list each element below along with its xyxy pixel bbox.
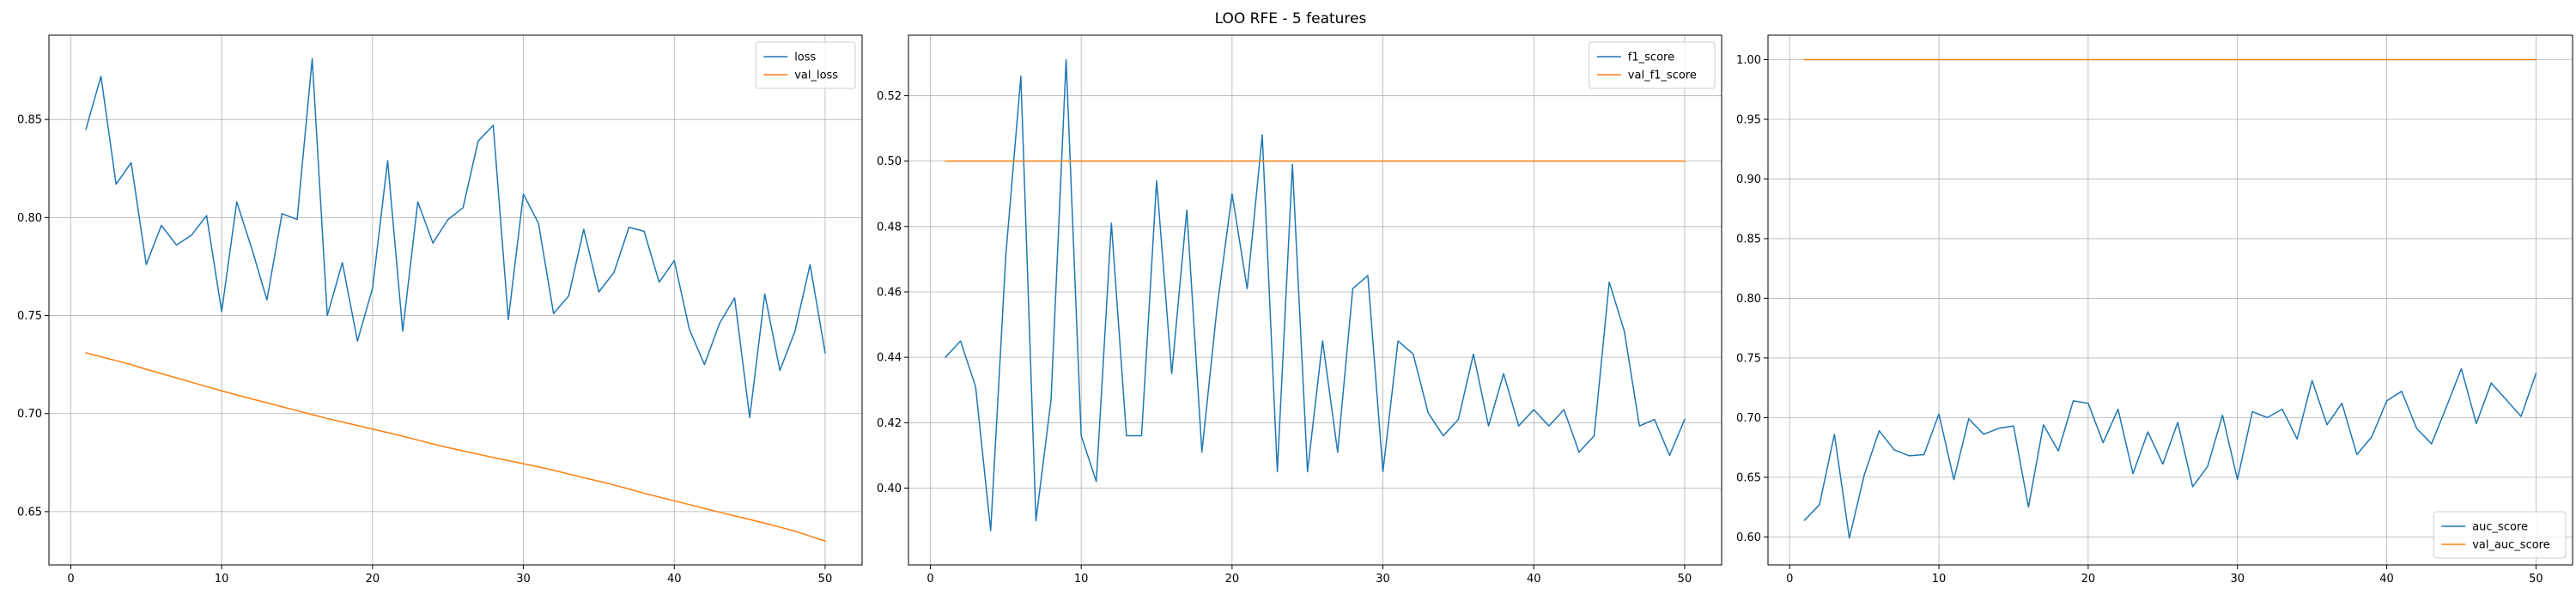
y-tick-label: 0.50 xyxy=(877,155,902,168)
y-tick-label: 0.70 xyxy=(17,408,42,421)
legend: auc_score val_auc_score xyxy=(2433,511,2567,559)
x-tick-label: 30 xyxy=(2230,573,2245,586)
y-tick-label: 0.52 xyxy=(877,90,902,103)
y-tick-label: 0.75 xyxy=(1736,352,1761,365)
y-tick-label: 0.95 xyxy=(1736,113,1761,126)
axes-frame xyxy=(48,34,863,566)
legend-frame xyxy=(755,41,856,89)
y-tick-label: 0.75 xyxy=(17,310,42,323)
y-tick-label: 1.00 xyxy=(1736,54,1761,67)
x-tick-label: 20 xyxy=(1225,573,1240,586)
y-tick-label: 0.80 xyxy=(17,212,42,225)
legend-label-val_auc_score: val_auc_score xyxy=(2472,539,2550,552)
y-tick-label: 0.48 xyxy=(877,221,902,234)
series-line-val_loss xyxy=(85,352,826,543)
legend-label-val_f1_score: val_f1_score xyxy=(1628,70,1697,82)
axes-frame xyxy=(1767,34,2573,566)
y-tick-label: 0.42 xyxy=(877,417,902,430)
y-tick-label: 0.44 xyxy=(877,352,902,365)
legend-label-auc_score: auc_score xyxy=(2472,521,2528,534)
y-tick-label: 0.85 xyxy=(17,114,42,127)
x-tick-label: 40 xyxy=(2379,573,2394,586)
axes-frame xyxy=(908,34,1722,566)
y-tick-label: 0.65 xyxy=(1736,471,1761,484)
legend-label-val_loss: val_loss xyxy=(794,70,838,82)
subplots: 0 10 20 30 40 50 0.65 0.70 0.75 0.80 0.85 loss val_l… xyxy=(17,34,2573,586)
legend-frame xyxy=(1589,41,1716,89)
x-tick-label: 10 xyxy=(1074,573,1089,586)
x-tick-label: 10 xyxy=(1932,573,1947,586)
series-line-f1_score xyxy=(944,58,1686,531)
subplot-2: 0 10 20 30 40 50 0.40 0.42 0.44 0.46 0.48 0.50 0.52 f… xyxy=(877,34,1722,586)
y-tick-label: 0.70 xyxy=(1736,412,1761,425)
legend: loss val_loss xyxy=(755,41,856,89)
legend-label-f1_score: f1_score xyxy=(1628,52,1674,64)
x-tick-label: 0 xyxy=(1786,573,1793,586)
x-tick-label: 10 xyxy=(215,573,229,586)
x-tick-label: 50 xyxy=(1678,573,1692,586)
subplot-1: 0 10 20 30 40 50 0.65 0.70 0.75 0.80 0.85 loss val_l… xyxy=(17,34,863,586)
x-tick-label: 50 xyxy=(818,573,833,586)
x-tick-label: 40 xyxy=(1527,573,1541,586)
legend: f1_score val_f1_score xyxy=(1589,41,1716,89)
y-tick-label: 0.80 xyxy=(1736,293,1761,306)
subplot-3: 0 10 20 30 40 50 0.60 0.65 0.70 0.75 0.80 0.85 0.90 0… xyxy=(1736,34,2573,586)
x-tick-label: 30 xyxy=(1376,573,1390,586)
legend-frame xyxy=(2433,511,2567,559)
series-line-loss xyxy=(85,58,826,419)
y-tick-label: 0.90 xyxy=(1736,173,1761,186)
y-tick-label: 0.60 xyxy=(1736,531,1761,544)
y-tick-label: 0.40 xyxy=(877,483,902,495)
x-tick-label: 20 xyxy=(366,573,380,586)
x-tick-label: 0 xyxy=(927,573,933,586)
series-line-auc_score xyxy=(1803,367,2537,539)
x-tick-label: 50 xyxy=(2529,573,2543,586)
y-tick-label: 0.85 xyxy=(1736,233,1761,246)
figure-title: LOO RFE - 5 features xyxy=(1215,10,1367,27)
y-tick-label: 0.46 xyxy=(877,286,902,299)
x-tick-label: 30 xyxy=(516,573,531,586)
legend-label-loss: loss xyxy=(794,52,816,64)
x-tick-label: 0 xyxy=(67,573,74,586)
y-tick-label: 0.65 xyxy=(17,506,42,519)
x-tick-label: 20 xyxy=(2081,573,2096,586)
x-tick-label: 40 xyxy=(667,573,682,586)
